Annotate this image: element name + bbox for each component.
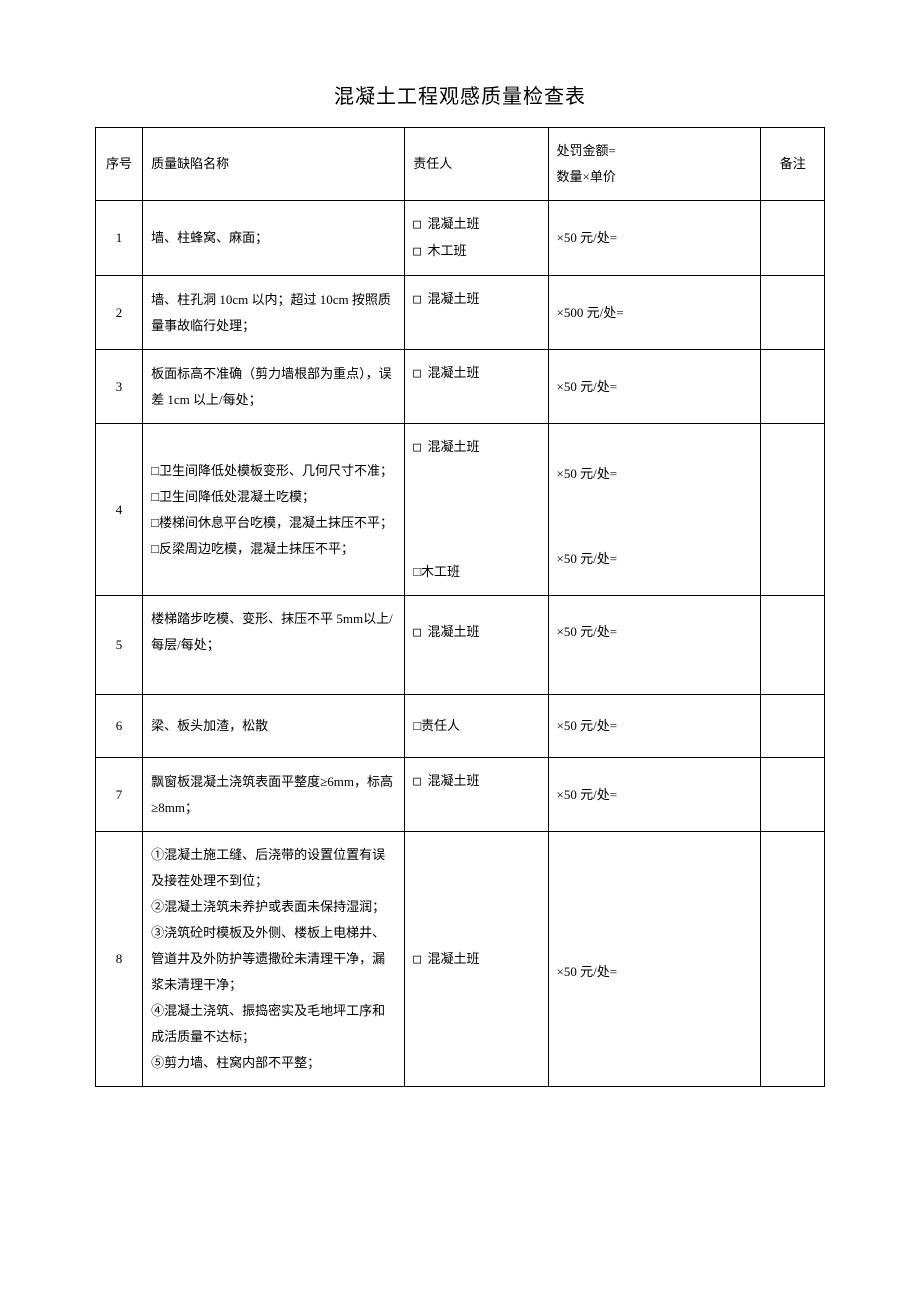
table-row: 5 楼梯踏步吃模、变形、抹压不平 5mm以上/每层/每处； □ 混凝土班 ×50… [96,596,825,695]
defect-cell: □卫生间降低处模板变形、几何尺寸不准； □卫生间降低处混凝土吃模； □楼梯间休息… [143,424,405,596]
resp-label: 混凝土班 [428,365,480,380]
penalty-cell: ×500 元/处= [548,276,761,350]
seq-cell: 4 [96,424,143,596]
defect-line: ①混凝土施工缝、后浇带的设置位置有误及接茬处理不到位； [151,847,385,888]
defect-cell: ①混凝土施工缝、后浇带的设置位置有误及接茬处理不到位； ②混凝土浇筑未养护或表面… [143,832,405,1087]
seq-cell: 6 [96,695,143,758]
checkbox-icon[interactable]: □ [413,244,421,259]
table-row: 6 梁、板头加渣，松散 □责任人 ×50 元/处= [96,695,825,758]
resp-label: 混凝土班 [428,773,480,788]
checkbox-icon[interactable]: □ [413,774,421,789]
penalty-text: ×50 元/处= [557,964,618,979]
defect-cell: 楼梯踏步吃模、变形、抹压不平 5mm以上/每层/每处； [143,596,405,695]
penalty-cell: ×50 元/处= [548,758,761,832]
th-penalty: 处罚金额= 数量×单价 [548,128,761,201]
page-title: 混凝土工程观感质量检查表 [95,80,825,109]
note-cell [761,695,825,758]
resp-cell: □ 混凝土班 [405,596,548,695]
defect-line: □楼梯间休息平台吃模，混凝土抹压不平； [151,515,393,530]
table-row: 1 墙、柱蜂窝、麻面； □ 混凝土班 □ 木工班 ×50 元/处= [96,201,825,276]
th-penalty-l1: 处罚金额= [557,143,616,158]
table-row: 3 板面标高不准确（剪力墙根部为重点），误差 1cm 以上/每处； □ 混凝土班… [96,350,825,424]
penalty-text: ×50 元/处= [557,624,618,639]
resp-label: □木工班 [413,564,460,579]
resp-cell: □ 混凝土班 □ 木工班 [405,201,548,276]
inspection-table: 序号 质量缺陷名称 责任人 处罚金额= 数量×单价 备注 1 墙、柱蜂窝、麻面；… [95,127,825,1087]
th-note: 备注 [761,128,825,201]
defect-line: ④混凝土浇筑、振捣密实及毛地坪工序和成活质量不达标； [151,1003,385,1044]
defect-line: □卫生间降低处混凝土吃模； [151,489,315,504]
seq-cell: 7 [96,758,143,832]
checkbox-icon[interactable]: □ [413,217,421,232]
defect-cell: 墙、柱孔洞 10cm 以内；超过 10cm 按照质量事故临行处理； [143,276,405,350]
note-cell [761,596,825,695]
table-row: 7 飘窗板混凝土浇筑表面平整度≥6mm，标高≥8mm； □ 混凝土班 ×50 元… [96,758,825,832]
table-header-row: 序号 质量缺陷名称 责任人 处罚金额= 数量×单价 备注 [96,128,825,201]
penalty-cell: ×50 元/处= [548,596,761,695]
checkbox-icon[interactable]: □ [413,625,421,640]
checkbox-icon[interactable]: □ [413,366,421,381]
seq-cell: 8 [96,832,143,1087]
resp-label: 混凝土班 [428,951,480,966]
defect-line: ②混凝土浇筑未养护或表面未保持湿润； [151,899,385,914]
note-cell [761,832,825,1087]
resp-cell: □ 混凝土班 [405,350,548,424]
table-row: 4 □卫生间降低处模板变形、几何尺寸不准； □卫生间降低处混凝土吃模； □楼梯间… [96,424,825,524]
note-cell [761,350,825,424]
penalty-cell: ×50 元/处= [548,523,761,596]
checkbox-icon[interactable]: □ [413,292,421,307]
defect-cell: 墙、柱蜂窝、麻面； [143,201,405,276]
resp-cell: □ 混凝土班 [405,832,548,1087]
th-resp: 责任人 [405,128,548,201]
resp-cell: □ 混凝土班 [405,758,548,832]
note-cell [761,424,825,596]
note-cell [761,201,825,276]
penalty-cell: ×50 元/处= [548,350,761,424]
note-cell [761,758,825,832]
th-penalty-l2: 数量×单价 [557,169,616,184]
resp-label: 混凝土班 [428,291,480,306]
resp-cell: □ 混凝土班 [405,276,548,350]
resp-cell: □木工班 [405,523,548,596]
table-row: 2 墙、柱孔洞 10cm 以内；超过 10cm 按照质量事故临行处理； □ 混凝… [96,276,825,350]
th-seq: 序号 [96,128,143,201]
defect-cell: 梁、板头加渣，松散 [143,695,405,758]
seq-cell: 1 [96,201,143,276]
seq-cell: 3 [96,350,143,424]
penalty-cell: ×50 元/处= [548,201,761,276]
seq-cell: 2 [96,276,143,350]
checkbox-icon[interactable]: □ [413,952,421,967]
defect-line: ⑤剪力墙、柱窝内部不平整； [151,1055,320,1070]
penalty-cell: ×50 元/处= [548,695,761,758]
resp-cell: □ 混凝土班 [405,424,548,524]
defect-text: 楼梯踏步吃模、变形、抹压不平 5mm以上/每层/每处； [151,611,393,652]
checkbox-icon[interactable]: □ [413,440,421,455]
defect-cell: 飘窗板混凝土浇筑表面平整度≥6mm，标高≥8mm； [143,758,405,832]
resp-label: 木工班 [428,243,467,258]
note-cell [761,276,825,350]
resp-label: 混凝土班 [428,216,480,231]
resp-cell: □责任人 [405,695,548,758]
penalty-cell: ×50 元/处= [548,832,761,1087]
penalty-cell: ×50 元/处= [548,424,761,524]
resp-label: 混凝土班 [428,439,480,454]
table-row: 8 ①混凝土施工缝、后浇带的设置位置有误及接茬处理不到位； ②混凝土浇筑未养护或… [96,832,825,1087]
th-defect: 质量缺陷名称 [143,128,405,201]
defect-line: ③浇筑砼时模板及外侧、楼板上电梯井、管道井及外防护等遗撒砼未清理干净，漏浆未清理… [151,925,385,992]
seq-cell: 5 [96,596,143,695]
defect-line: □卫生间降低处模板变形、几何尺寸不准； [151,463,393,478]
resp-label: 混凝土班 [428,624,480,639]
defect-cell: 板面标高不准确（剪力墙根部为重点），误差 1cm 以上/每处； [143,350,405,424]
defect-line: □反梁周边吃模，混凝土抹压不平； [151,541,354,556]
